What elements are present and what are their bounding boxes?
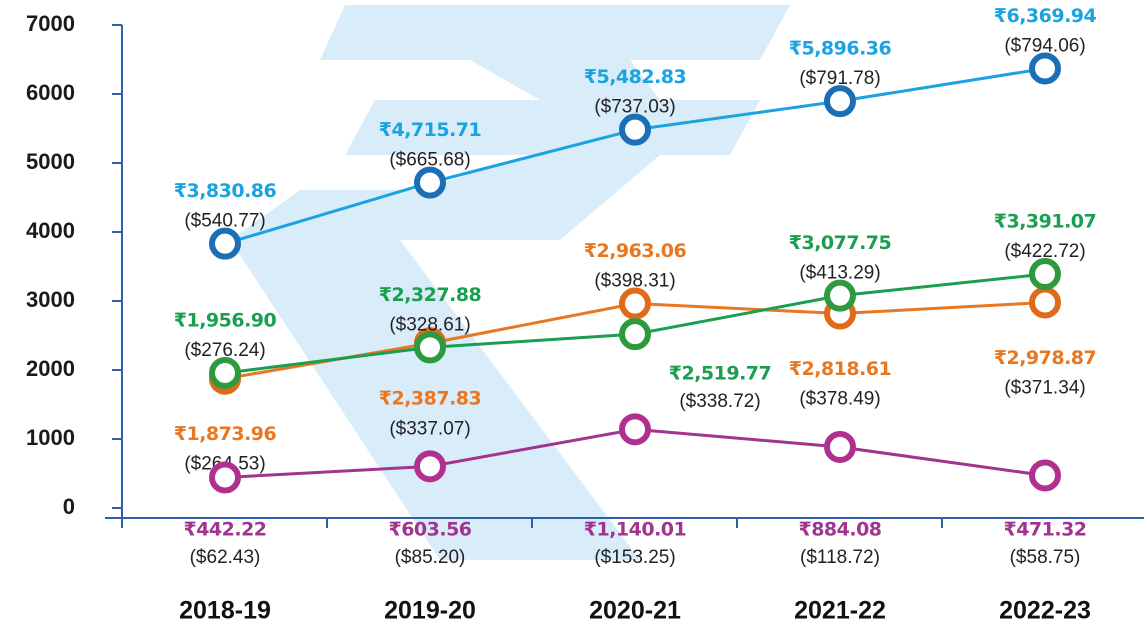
y-tick-label: 3000 bbox=[26, 287, 75, 312]
marker bbox=[1032, 462, 1058, 488]
usd-label: ($153.25) bbox=[594, 547, 675, 568]
value-label: ₹1,873.96 bbox=[174, 423, 277, 445]
x-tick-label: 2018-19 bbox=[179, 597, 271, 625]
y-tick-label: 6000 bbox=[26, 80, 75, 105]
marker bbox=[622, 117, 648, 143]
x-tick-label: 2021-22 bbox=[794, 597, 886, 625]
value-label: ₹3,391.07 bbox=[994, 211, 1096, 233]
value-label: ₹2,387.83 bbox=[379, 388, 481, 410]
marker bbox=[827, 283, 853, 309]
x-tick-label: 2020-21 bbox=[589, 597, 681, 625]
marker bbox=[417, 453, 443, 479]
value-label: ₹6,369.94 bbox=[994, 5, 1097, 27]
usd-label: ($276.24) bbox=[184, 340, 265, 361]
value-label: ₹4,715.71 bbox=[379, 119, 481, 141]
marker bbox=[827, 434, 853, 460]
usd-label: ($540.77) bbox=[184, 211, 265, 232]
value-label: ₹3,077.75 bbox=[789, 232, 891, 254]
value-label: ₹2,519.77 bbox=[669, 363, 771, 385]
chart: 0 1000 2000 3000 4000 5000 6000 7000 2018-19 2019… bbox=[0, 0, 1144, 633]
marker bbox=[827, 88, 853, 114]
y-tick-label: 2000 bbox=[26, 356, 75, 381]
usd-label: ($62.43) bbox=[190, 547, 261, 568]
usd-label: ($371.34) bbox=[1004, 377, 1085, 398]
y-tick-label: 1000 bbox=[26, 425, 75, 450]
y-tick-label: 7000 bbox=[26, 11, 75, 36]
marker bbox=[417, 170, 443, 196]
usd-label: ($337.07) bbox=[389, 418, 470, 439]
marker bbox=[417, 334, 443, 360]
x-tick-label: 2019-20 bbox=[384, 597, 476, 625]
usd-label: ($737.03) bbox=[594, 97, 675, 118]
value-label: ₹471.32 bbox=[1003, 519, 1086, 541]
value-label: ₹1,140.01 bbox=[584, 519, 686, 541]
value-label: ₹2,963.06 bbox=[584, 240, 687, 262]
usd-label: ($58.75) bbox=[1010, 547, 1081, 568]
usd-label: ($378.49) bbox=[799, 389, 880, 410]
marker bbox=[212, 360, 238, 386]
marker bbox=[212, 231, 238, 257]
value-label: ₹2,978.87 bbox=[994, 347, 1096, 369]
y-tick-label: 5000 bbox=[26, 149, 75, 174]
value-label: ₹442.22 bbox=[183, 519, 266, 541]
usd-label: ($665.68) bbox=[389, 150, 470, 171]
usd-label: ($422.72) bbox=[1004, 241, 1085, 262]
usd-label: ($328.61) bbox=[389, 314, 470, 335]
value-label: ₹5,482.83 bbox=[584, 66, 686, 88]
usd-label: ($338.72) bbox=[679, 391, 760, 412]
y-tick-label: 0 bbox=[63, 494, 75, 519]
value-label: ₹3,830.86 bbox=[174, 180, 277, 202]
usd-label: ($794.06) bbox=[1004, 35, 1085, 56]
value-label: ₹1,956.90 bbox=[174, 309, 277, 331]
usd-label: ($398.31) bbox=[594, 271, 675, 292]
usd-label: ($413.29) bbox=[799, 263, 880, 284]
value-label: ₹2,818.61 bbox=[789, 358, 891, 380]
marker bbox=[1032, 55, 1058, 81]
marker bbox=[1032, 261, 1058, 287]
marker bbox=[622, 416, 648, 442]
watermark bbox=[230, 5, 790, 560]
marker bbox=[622, 321, 648, 347]
marker bbox=[622, 291, 648, 317]
value-label: ₹5,896.36 bbox=[789, 38, 892, 60]
value-label: ₹2,327.88 bbox=[379, 284, 482, 306]
marker bbox=[1032, 289, 1058, 315]
usd-label: ($791.78) bbox=[799, 68, 880, 89]
x-tick-label: 2022-23 bbox=[999, 597, 1091, 625]
marker bbox=[212, 464, 238, 490]
value-label: ₹884.08 bbox=[798, 519, 881, 541]
y-tick-label: 4000 bbox=[26, 218, 75, 243]
usd-label: ($118.72) bbox=[800, 547, 880, 568]
usd-label: ($85.20) bbox=[395, 547, 466, 568]
value-label: ₹603.56 bbox=[388, 519, 471, 541]
